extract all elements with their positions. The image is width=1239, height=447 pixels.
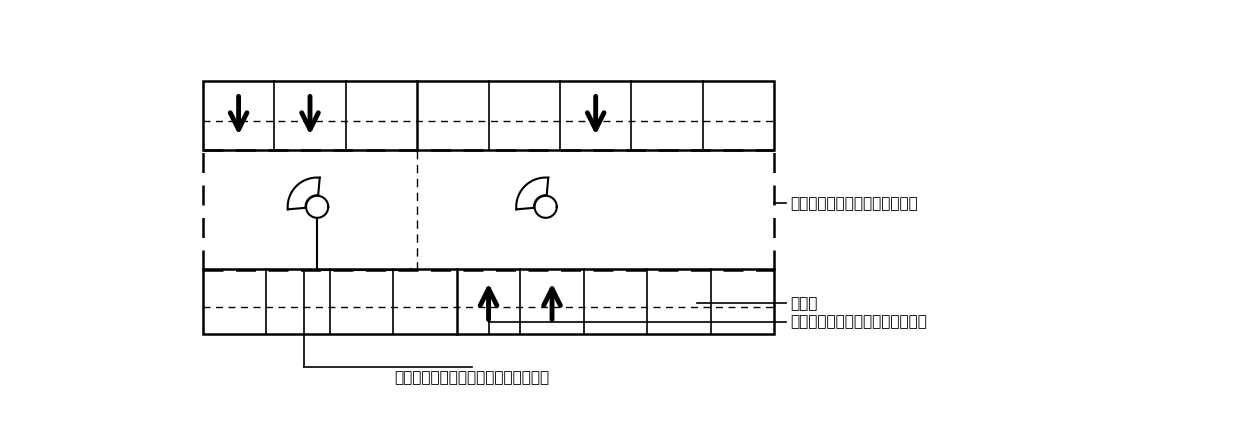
Text: 车辆，箔头所指方向表示车头方向: 车辆，箔头所指方向表示车头方向 [790,315,928,329]
Bar [203,269,774,334]
Bar [203,81,774,150]
Text: 停车位: 停车位 [790,295,818,311]
Polygon shape [534,196,556,218]
Text: 拍摄设备，扇形部分表示设备拍摄视角: 拍摄设备，扇形部分表示设备拍摄视角 [394,370,549,385]
Polygon shape [306,196,328,218]
Text: 拍摄设备旋转检测后的监控范围: 拍摄设备旋转检测后的监控范围 [790,196,918,211]
